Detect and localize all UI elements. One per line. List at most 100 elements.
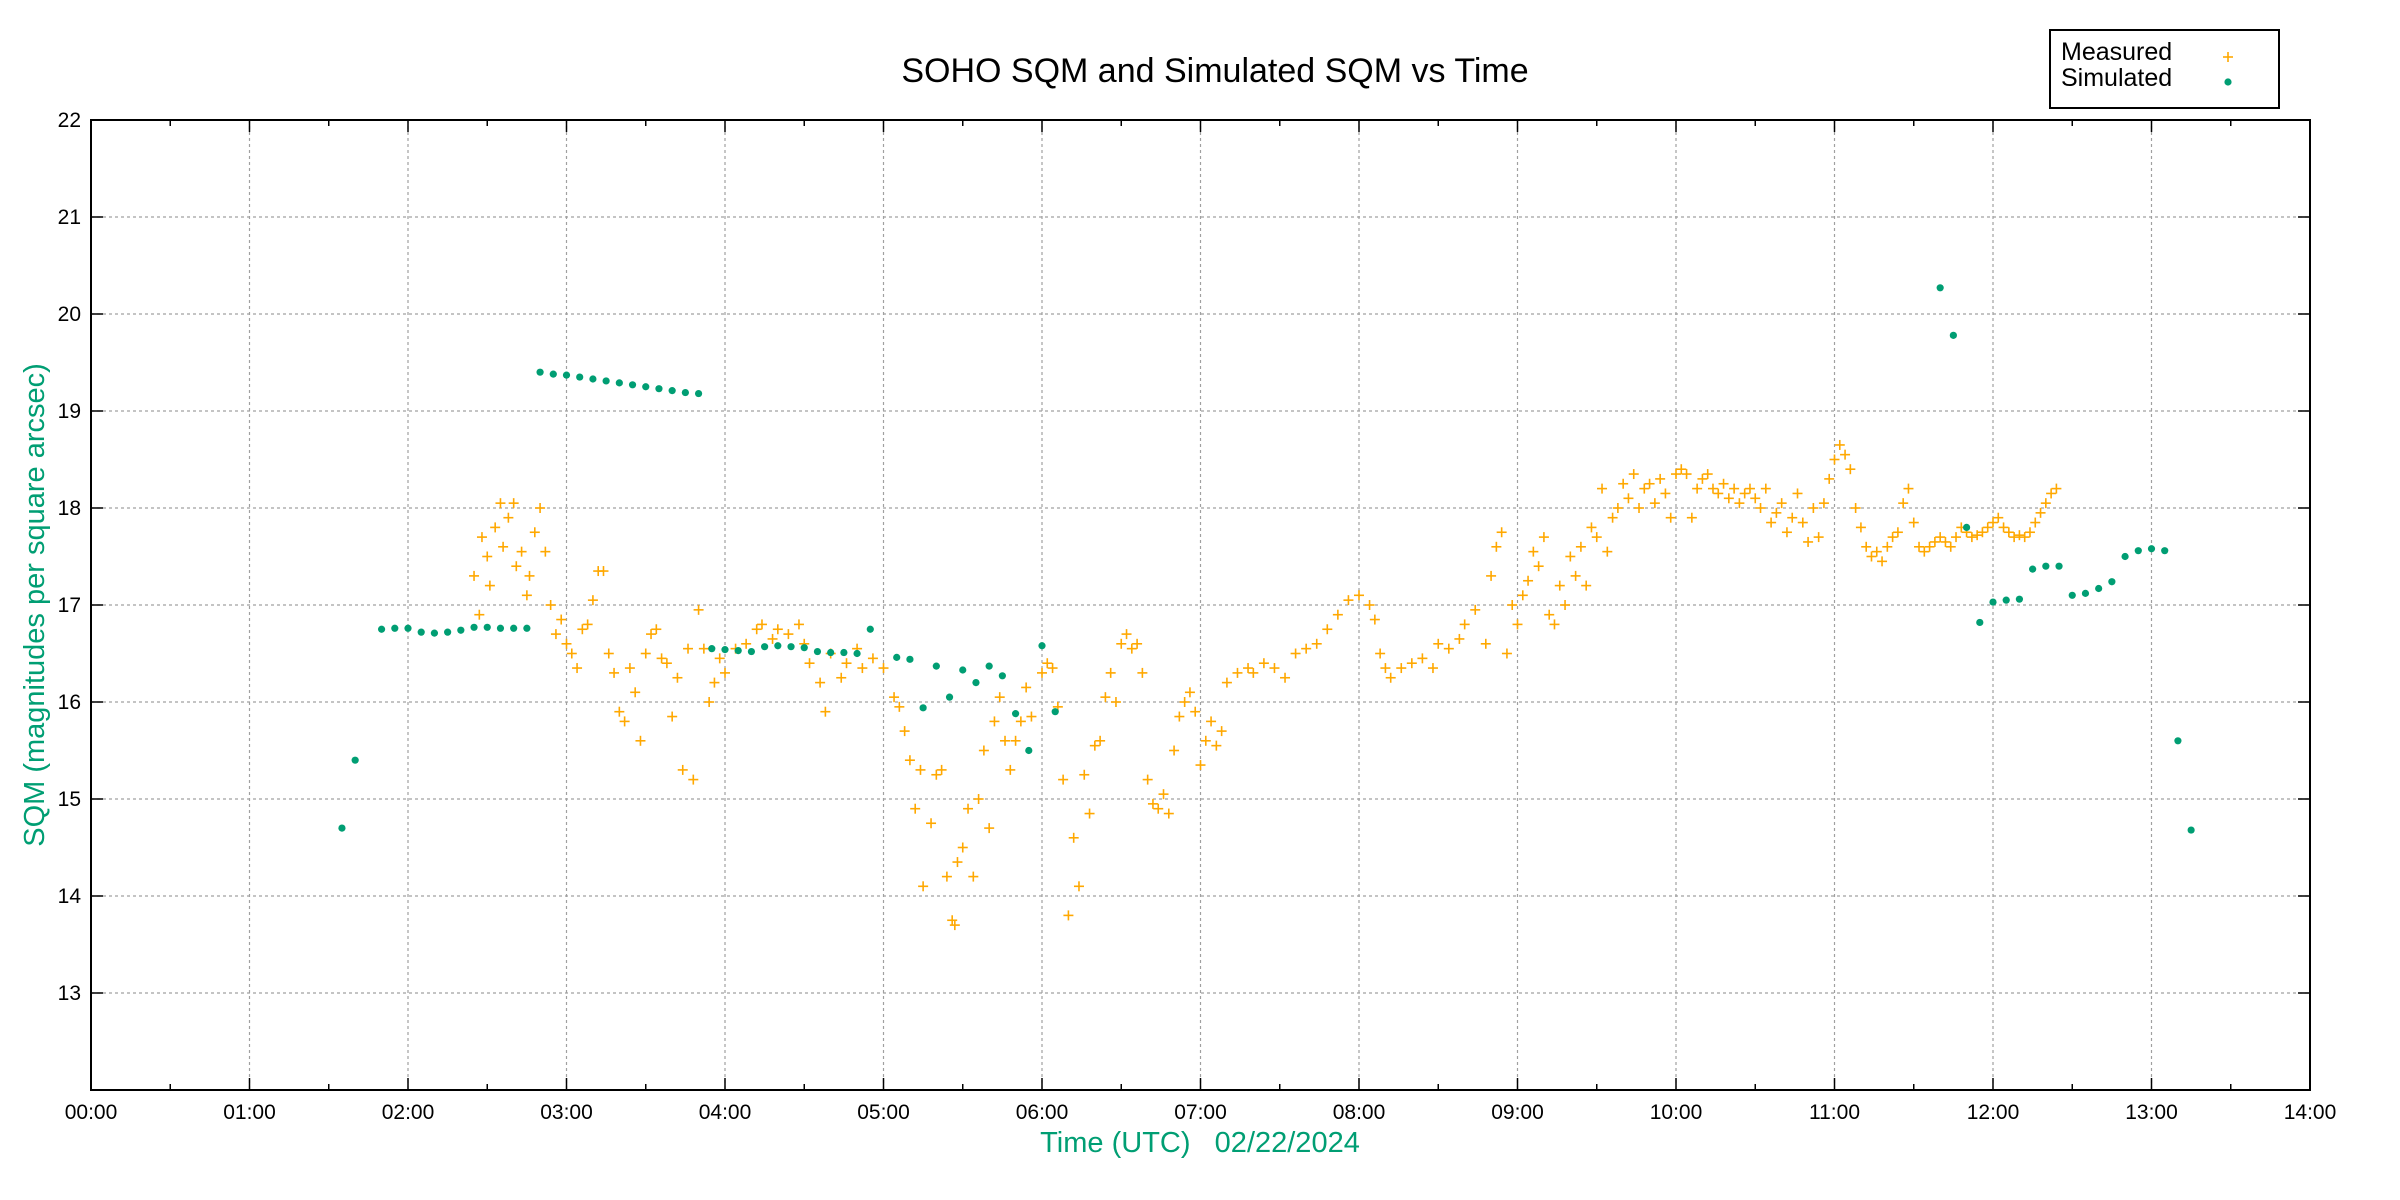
simulated-point	[840, 648, 848, 657]
measured-point	[1966, 532, 1977, 543]
measured-point	[1612, 503, 1623, 513]
simulated-point	[602, 377, 610, 385]
simulated-point	[945, 693, 954, 701]
measured-point	[1058, 774, 1069, 785]
measured-point	[1110, 697, 1121, 707]
measured-point	[646, 629, 657, 640]
measured-point	[836, 672, 847, 683]
measured-point	[556, 614, 567, 625]
measured-point	[1549, 619, 1560, 630]
measured-point	[1623, 493, 1634, 504]
measured-point	[1517, 590, 1528, 601]
measured-point	[1734, 498, 1745, 509]
measured-point	[521, 590, 532, 601]
simulated-point	[576, 373, 584, 381]
measured-point	[804, 658, 815, 669]
measured-point	[1195, 760, 1206, 771]
measured-point	[1787, 512, 1798, 523]
y-tick-label: 22	[58, 109, 81, 132]
x-tick-label: 14:00	[2284, 1101, 2337, 1124]
measured-point	[1021, 682, 1032, 693]
simulated-point	[417, 628, 425, 636]
simulated-point	[998, 672, 1006, 680]
simulated-point	[906, 655, 914, 663]
y-tick-label: 21	[58, 206, 81, 229]
measured-point	[614, 706, 625, 717]
simulated-point	[853, 649, 861, 658]
measured-point	[1153, 803, 1164, 814]
simulated-point	[655, 385, 663, 393]
x-tick-label: 09:00	[1491, 1101, 1544, 1124]
measured-point	[1200, 735, 1211, 746]
measured-point	[1702, 469, 1713, 480]
measured-point	[603, 648, 614, 659]
measured-point	[910, 803, 921, 814]
measured-point	[2051, 483, 2062, 494]
measured-point	[936, 764, 947, 775]
measured-point	[1729, 483, 1740, 494]
x-tick-label: 00:00	[65, 1101, 118, 1124]
x-tick-label: 03:00	[540, 1101, 593, 1124]
measured-point	[984, 823, 995, 834]
x-tick-label: 08:00	[1333, 1101, 1386, 1124]
simulated-point	[2134, 547, 2142, 555]
measured-point	[1935, 532, 1946, 543]
measured-point	[2003, 527, 2014, 538]
measured-point	[1707, 483, 1718, 494]
series-simulated	[338, 284, 2195, 834]
measured-point	[656, 653, 667, 664]
measured-point	[1216, 726, 1227, 737]
measured-point	[709, 677, 720, 688]
measured-point	[1686, 512, 1697, 523]
measured-point	[1042, 658, 1053, 669]
measured-point	[1211, 740, 1222, 751]
measured-point	[661, 658, 672, 669]
measured-point	[1169, 745, 1180, 756]
simulated-point	[1038, 642, 1046, 650]
simulated-point	[470, 623, 478, 631]
measured-point	[1491, 541, 1502, 552]
measured-point	[1037, 667, 1047, 678]
measured-point	[630, 687, 641, 698]
simulated-point	[972, 679, 980, 687]
measured-point	[482, 551, 493, 562]
measured-point	[1311, 638, 1322, 649]
measured-point	[1433, 638, 1444, 649]
measured-point	[1570, 570, 1581, 581]
simulated-point	[800, 644, 808, 652]
y-tick-label: 17	[58, 594, 81, 617]
measured-point	[1147, 798, 1158, 809]
measured-point	[1877, 556, 1888, 567]
measured-point	[2040, 498, 2051, 509]
measured-point	[640, 648, 651, 659]
measured-point	[495, 498, 506, 509]
measured-point	[1871, 546, 1882, 557]
measured-point	[867, 653, 878, 664]
simulated-point	[2187, 826, 2195, 834]
measured-point	[1544, 609, 1555, 620]
x-tick-label: 05:00	[857, 1101, 910, 1124]
measured-point	[1095, 735, 1106, 746]
measured-point	[1655, 473, 1666, 484]
y-tick-label: 13	[58, 982, 81, 1005]
measured-point	[1396, 663, 1407, 674]
simulated-point	[377, 625, 386, 633]
simulated-point	[404, 624, 412, 632]
measured-point	[1343, 595, 1354, 606]
legend-marker-measured	[2223, 52, 2233, 62]
measured-point	[1554, 580, 1565, 591]
measured-point	[1507, 600, 1518, 610]
measured-point	[1538, 532, 1549, 543]
measured-point	[609, 667, 620, 678]
measured-point	[1047, 663, 1058, 674]
measured-point	[561, 638, 572, 649]
measured-point	[1512, 619, 1523, 630]
measured-point	[878, 663, 889, 674]
x-tick-label: 06:00	[1016, 1101, 1069, 1124]
measured-point	[1269, 663, 1280, 674]
measured-point	[1818, 498, 1829, 509]
measured-point	[1137, 667, 1148, 678]
measured-point	[1776, 498, 1787, 509]
measured-point	[1850, 503, 1861, 513]
measured-point	[1084, 808, 1095, 819]
